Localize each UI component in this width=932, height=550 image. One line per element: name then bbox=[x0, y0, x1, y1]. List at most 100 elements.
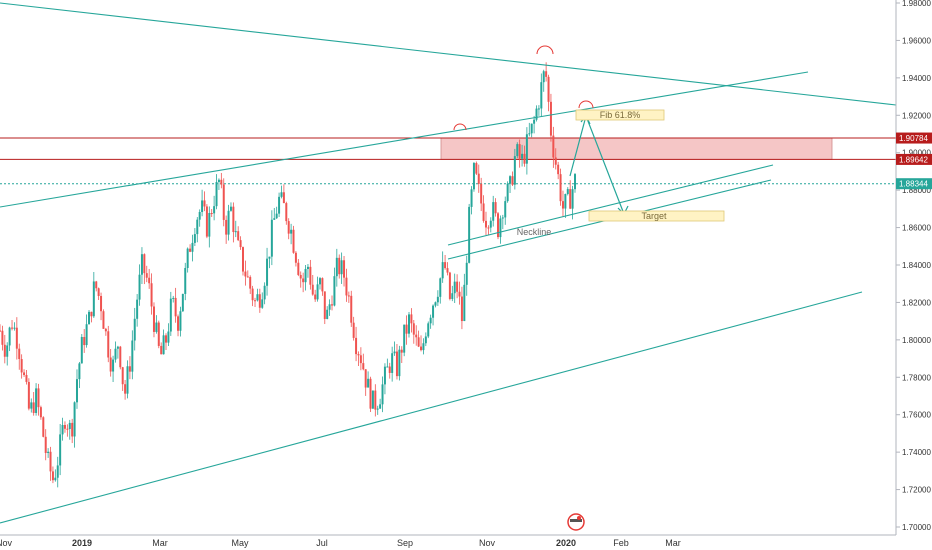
candle-body bbox=[268, 256, 271, 259]
candle-body bbox=[292, 229, 295, 253]
candle-body bbox=[83, 336, 86, 346]
candle-body bbox=[78, 363, 81, 380]
candle-body bbox=[287, 221, 290, 234]
candle-body bbox=[112, 359, 115, 372]
candle-body bbox=[386, 366, 389, 368]
candle-body bbox=[530, 123, 533, 134]
candle-body bbox=[136, 299, 139, 319]
price-tag-label: 1.89642 bbox=[899, 155, 928, 164]
candle-body bbox=[302, 278, 305, 283]
trendline bbox=[0, 2, 897, 106]
candle-body bbox=[278, 196, 281, 214]
candle-body bbox=[350, 295, 353, 323]
candle-body bbox=[256, 294, 259, 301]
candle-body bbox=[191, 242, 194, 252]
candle-body bbox=[367, 378, 370, 388]
y-tick-label: 1.76000 bbox=[902, 411, 931, 420]
candle-body bbox=[343, 260, 346, 278]
candle-body bbox=[294, 252, 297, 263]
candle-body bbox=[232, 206, 235, 233]
candle-body bbox=[446, 268, 449, 273]
annotations: Fib 61.8% Target Neckline bbox=[517, 109, 725, 237]
candle-body bbox=[451, 293, 454, 299]
candle-body bbox=[441, 262, 444, 279]
candle-body bbox=[494, 202, 497, 214]
y-tick-label: 1.98000 bbox=[902, 0, 931, 8]
candle-body bbox=[225, 219, 228, 235]
candle-body bbox=[157, 322, 160, 346]
candle-body bbox=[51, 471, 54, 481]
candle-body bbox=[383, 366, 386, 385]
candle-body bbox=[422, 343, 425, 351]
candle-body bbox=[357, 354, 360, 356]
x-tick-label: Nov bbox=[0, 538, 12, 548]
candle-body bbox=[482, 203, 485, 221]
candle-body bbox=[475, 163, 478, 174]
candle-body bbox=[23, 372, 26, 375]
y-axis[interactable]: 1.98000 1.96000 1.94000 1.92000 1.90000 1.880… bbox=[895, 0, 932, 535]
y-tick-label: 1.88000 bbox=[902, 186, 931, 195]
candle-body bbox=[400, 349, 403, 353]
candle-body bbox=[270, 219, 273, 257]
candle-body bbox=[184, 267, 187, 294]
trendline bbox=[0, 71, 809, 208]
candle-body bbox=[309, 266, 312, 285]
candle-body bbox=[107, 331, 110, 358]
candle-body bbox=[18, 348, 21, 360]
candle-body bbox=[574, 174, 576, 190]
candle-body bbox=[521, 153, 524, 159]
candle-body bbox=[186, 248, 189, 268]
candle-body bbox=[13, 327, 16, 329]
candle-body bbox=[42, 417, 45, 437]
candle-body bbox=[545, 71, 548, 77]
candle-body bbox=[571, 189, 574, 209]
candle-body bbox=[246, 276, 249, 278]
candle-body bbox=[261, 299, 264, 308]
x-axis[interactable]: Nov 2019 Mar May Jul Sep Nov 2020 Feb Mar bbox=[0, 534, 896, 548]
candle-body bbox=[297, 262, 300, 275]
candle-body bbox=[415, 334, 418, 338]
supply-zone bbox=[440, 137, 833, 160]
candle-body bbox=[412, 323, 415, 335]
x-axis-ticks: Nov 2019 Mar May Jul Sep Nov 2020 Feb Mar bbox=[0, 538, 681, 548]
candle-body bbox=[100, 296, 103, 312]
candle-body bbox=[453, 281, 456, 294]
y-tick-label: 1.82000 bbox=[902, 298, 931, 307]
candle-body bbox=[318, 278, 321, 285]
candle-body bbox=[205, 206, 208, 237]
candle-body bbox=[251, 288, 254, 301]
candle-body bbox=[266, 258, 269, 286]
candle-body bbox=[345, 277, 348, 296]
pattern-arc bbox=[578, 100, 594, 109]
price-tag-label: 1.90784 bbox=[899, 134, 928, 143]
tradingview-logo-icon bbox=[567, 513, 585, 531]
candle-body bbox=[513, 156, 516, 185]
candle-body bbox=[340, 260, 343, 275]
drawings-layer bbox=[0, 2, 897, 524]
candle-body bbox=[371, 390, 374, 409]
candle-body bbox=[314, 294, 317, 300]
candle-body bbox=[489, 220, 492, 228]
candle-body bbox=[244, 271, 247, 277]
candle-body bbox=[39, 407, 42, 418]
candle-body bbox=[480, 183, 483, 204]
candle-body bbox=[424, 336, 427, 344]
candle-body bbox=[311, 284, 314, 295]
candle-body bbox=[104, 328, 107, 332]
candle-body bbox=[128, 366, 131, 372]
candle-body bbox=[518, 144, 521, 159]
candle-body bbox=[121, 367, 124, 385]
candle-body bbox=[549, 101, 552, 136]
candle-body bbox=[275, 213, 278, 219]
candle-body bbox=[0, 330, 1, 332]
candle-body bbox=[458, 291, 461, 297]
candle-body bbox=[203, 200, 206, 207]
candle-body bbox=[564, 194, 567, 209]
candle-body bbox=[328, 304, 331, 310]
candle-body bbox=[160, 345, 163, 355]
candle-body bbox=[405, 324, 408, 334]
candle-body bbox=[181, 293, 184, 312]
candle-body bbox=[391, 353, 394, 373]
price-tag-background bbox=[896, 178, 932, 190]
